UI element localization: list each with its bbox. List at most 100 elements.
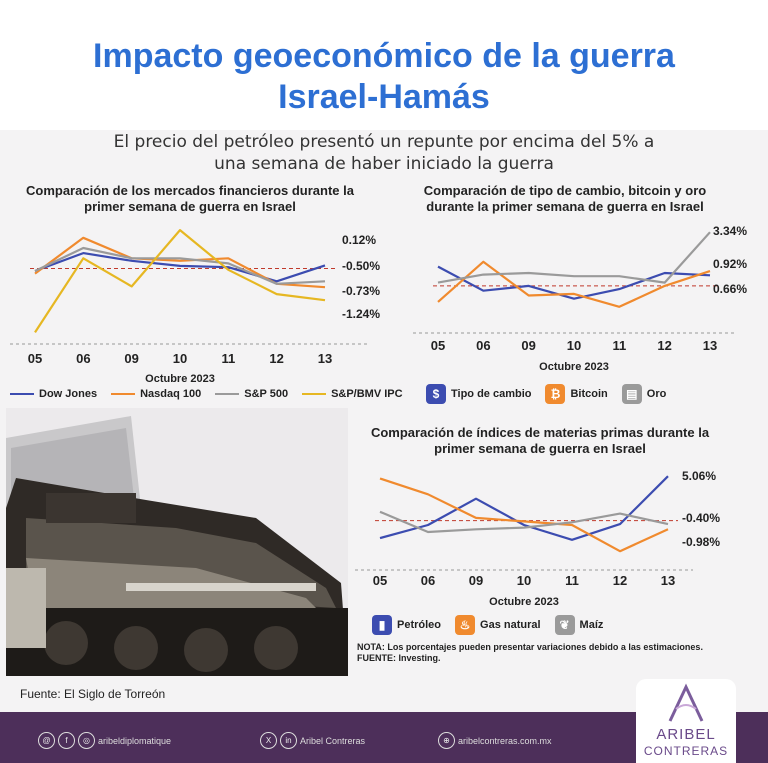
chart1-data-label: -0.73% (342, 284, 380, 298)
chart2-tick-label: 11 (612, 338, 626, 353)
legend-swatch-icon: ♨ (455, 615, 476, 635)
chart1-tick-label: 12 (269, 351, 283, 366)
legend-label: Bitcoin (570, 388, 608, 400)
legend-swatch (302, 393, 327, 395)
chart2-series-bitcoin (437, 260, 711, 308)
logo-line1: ARIBEL (656, 726, 716, 743)
chart2-series-oro (437, 231, 711, 284)
legend-swatch (111, 393, 136, 395)
legend-item: S&P/BMV IPC (302, 388, 403, 400)
note: NOTA: Los porcentajes pueden presentar v… (357, 642, 747, 664)
chart3-tick-label: 13 (661, 573, 675, 588)
legend-swatch-icon: ❦ (554, 615, 575, 635)
header-band (0, 0, 768, 130)
chart1-legend: Dow Jones Nasdaq 100 S&P 500 S&P/BMV IPC (10, 388, 417, 400)
chart3-tick-label: 09 (469, 573, 483, 588)
legend-label: Nasdaq 100 (140, 388, 202, 400)
chart1-series-dow-jones (34, 252, 326, 283)
note-text: NOTA: Los porcentajes pueden presentar v… (357, 642, 703, 652)
logo-text: ARIBEL CONTRERAS (636, 727, 736, 759)
page-subtitle: El precio del petróleo presentó un repun… (113, 132, 655, 174)
chart1-tick-label: 13 (318, 351, 332, 366)
legend-item: ▤ Oro (621, 384, 667, 404)
legend-swatch (215, 393, 240, 395)
chart1-tick-label: 09 (124, 351, 138, 366)
chart2-title: Comparación de tipo de cambio, bitcoin y… (423, 183, 707, 214)
legend-item: ₿ Bitcoin (545, 384, 608, 404)
chart3-data-label: 5.06% (682, 469, 716, 483)
chart3-tick-label: 10 (517, 573, 531, 588)
legend-item: Nasdaq 100 (111, 388, 201, 400)
instagram-icon[interactable]: ◎ (78, 732, 95, 749)
chart1-tick-label: 10 (173, 351, 187, 366)
threads-icon[interactable]: @ (38, 732, 55, 749)
chart1-tick-label: 11 (221, 351, 235, 366)
chart3-series-petr-leo (379, 475, 669, 541)
linkedin-icon[interactable]: in (280, 732, 297, 749)
logo-line2: CONTRERAS (643, 744, 729, 758)
footer-source: Fuente: El Siglo de Torreón (20, 687, 166, 701)
legend-label: Gas natural (480, 619, 541, 631)
social-name: Aribel Contreras (300, 735, 366, 746)
chart3-legend: ▮ Petróleo ♨ Gas natural ❦ Maíz (372, 615, 617, 635)
social-handle: aribeldiplomatique (98, 735, 172, 746)
logo-mark-icon (668, 683, 704, 722)
chart2-series-tipo-de-cambio (437, 265, 711, 300)
legend-item: ♨ Gas natural (455, 615, 541, 635)
website-link[interactable]: aribelcontreras.com.mx (458, 735, 552, 746)
legend-swatch-icon: $ (426, 384, 446, 404)
legend-swatch (10, 393, 34, 395)
legend-item: $ Tipo de cambio (426, 384, 531, 404)
chart3-data-label: -0.98% (682, 535, 720, 549)
chart1-data-label: -1.24% (342, 307, 380, 321)
chart1-tick-label: 05 (28, 351, 42, 366)
legend-label: S&P/BMV IPC (331, 388, 403, 400)
chart1-data-label: 0.12% (342, 233, 376, 247)
x-icon[interactable]: X (260, 732, 277, 749)
legend-item: S&P 500 (215, 388, 288, 400)
chart2-tick-label: 06 (476, 338, 490, 353)
brand-logo: ARIBEL CONTRERAS (636, 679, 736, 763)
chart1-tick-label: 06 (76, 351, 90, 366)
tank-illustration (6, 408, 348, 676)
chart2-tick-label: 12 (657, 338, 671, 353)
chart3-tick-label: 05 (373, 573, 387, 588)
chart3-series-gas-natural (379, 477, 669, 553)
legend-label: Oro (646, 388, 667, 400)
page-title: Impacto geoeconómico de la guerra Israel… (93, 37, 675, 116)
chart2-tick-label: 05 (431, 338, 445, 353)
legend-swatch-icon: ₿ (545, 384, 566, 404)
legend-item: Dow Jones (10, 388, 97, 400)
chart1-data-label: -0.50% (342, 259, 380, 273)
legend-label: S&P 500 (244, 388, 289, 400)
chart3-tick-label: 11 (565, 573, 579, 588)
chart1-title: Comparación de los mercados financieros … (26, 183, 354, 214)
chart2-tick-label: 09 (521, 338, 535, 353)
chart1-xaxis-label: Octubre 2023 (145, 373, 215, 385)
facebook-icon[interactable]: f (58, 732, 75, 749)
chart3-data-label: -0.40% (682, 511, 720, 525)
social-handle-group[interactable]: @ f ◎ aribeldiplomatique (38, 732, 171, 749)
legend-label: Petróleo (397, 619, 442, 631)
chart2-data-label: 3.34% (713, 224, 747, 238)
legend-swatch-icon: ▤ (621, 384, 642, 404)
chart2-tick-label: 10 (567, 338, 581, 353)
chart2-data-label: 0.66% (713, 282, 747, 296)
website-group[interactable]: ⊕ aribelcontreras.com.mx (438, 732, 552, 749)
globe-icon[interactable]: ⊕ (438, 732, 455, 749)
social-name-group[interactable]: X in Aribel Contreras (260, 732, 365, 749)
chart3-tick-label: 12 (613, 573, 627, 588)
legend-swatch-icon: ▮ (372, 615, 392, 635)
chart2-data-label: 0.92% (713, 257, 747, 271)
chart2-xaxis-label: Octubre 2023 (539, 361, 609, 373)
chart2-tick-label: 13 (703, 338, 717, 353)
chart3-xaxis-label: Octubre 2023 (489, 596, 559, 608)
legend-label: Tipo de cambio (451, 388, 532, 400)
source-text: FUENTE: Investing. (357, 653, 441, 663)
chart1-series-s-p-bmv-ipc (34, 229, 326, 334)
chart3-tick-label: 06 (421, 573, 435, 588)
